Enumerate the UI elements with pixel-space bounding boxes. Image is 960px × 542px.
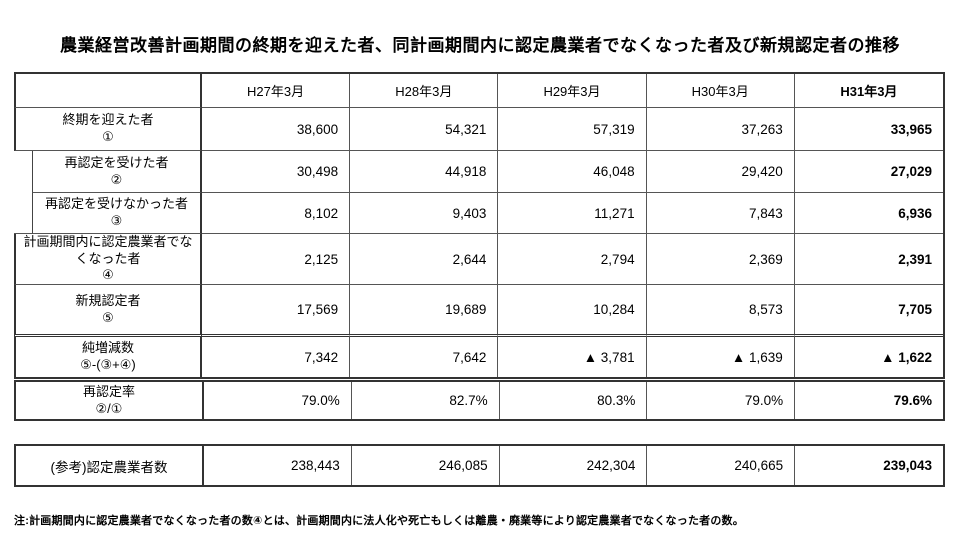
cell-value: 27,029 [794,151,943,193]
row-label-text: 計画期間内に認定農業者でなくなった者 [23,233,193,266]
cell-value: 33,965 [794,108,943,151]
row-label-ceased-within-period: 計画期間内に認定農業者でなくなった者 ④ [14,234,202,285]
row-label-recertification-rate: 再認定率 ②/① [16,382,204,419]
column-header-h29: H29年3月 [498,74,647,108]
cell-value: 17,569 [202,285,351,334]
indent-spacer [14,193,32,234]
row-label-newly-certified: 新規認定者 ⑤ [14,285,202,334]
cell-value: 7,843 [646,193,795,234]
main-table: H27年3月 H28年3月 H29年3月 H30年3月 H31年3月 終期を迎え… [14,72,945,379]
cell-value: 10,284 [498,285,647,334]
cell-value: 9,403 [350,193,499,234]
row-symbol: ②/① [95,400,123,416]
cell-value: 79.6% [893,393,932,408]
page-title: 農業経営改善計画期間の終期を迎えた者、同計画期間内に認定農業者でなくなった者及び… [60,36,900,55]
cell-value: ▲ 1,639 [646,334,795,377]
cell-value: 79.0% [204,382,352,419]
row-label-text: 純増減数 [81,340,134,356]
footnote: 注:計画期間内に認定農業者でなくなった者の数④とは、計画期間内に法人化や死亡もし… [14,515,744,527]
column-header-h28: H28年3月 [350,74,499,108]
recertification-rate-table: 再認定率 ②/① 79.0% 82.7% 80.3% 79.0% 79.6% [14,380,945,421]
row-symbol: ⑤-(③+④) [80,357,136,372]
row-label-recertified: 再認定を受けた者 ② [32,151,202,193]
row-label-text: 終期を迎えた者 [62,112,154,128]
row-label-text: 再認定を受けた者 [64,154,169,170]
cell-value: 246,085 [352,446,500,485]
cell-value: 19,689 [350,285,499,334]
column-header-h27: H27年3月 [202,74,351,108]
cell-value: 6,936 [794,193,943,234]
cell-value: 2,391 [794,234,943,285]
row-symbol: ① [102,129,114,144]
cell-value: 242,304 [500,446,648,485]
cell-value: 37,263 [646,108,795,151]
cell-value: 2,369 [646,234,795,285]
cell-value: 8,102 [202,193,351,234]
row-label-text: 再認定を受けなかった者 [44,196,188,212]
cell-value: ▲ 1,622 [794,334,943,377]
cell-value: 7,705 [898,302,932,317]
cell-value: 2,644 [350,234,499,285]
cell-value: 2,794 [498,234,647,285]
column-header-h30: H30年3月 [646,74,795,108]
row-symbol: ③ [110,213,123,228]
row-label-reference-certified-farmers: (参考)認定農業者数 [16,446,204,485]
column-header-h31: H31年3月 [794,74,943,108]
cell-value: 29,420 [646,151,795,193]
row-label-text: 再認定率 [82,383,135,399]
cell-value: 11,271 [498,193,647,234]
cell-value: 57,319 [498,108,647,151]
row-symbol: ② [110,171,123,187]
cell-value: 79.0% [647,382,796,419]
cell-value: 239,043 [883,458,932,473]
cell-value: 38,600 [202,108,351,151]
row-label-not-recertified: 再認定を受けなかった者 ③ [32,193,202,234]
row-label-net-change: 純増減数 ⑤-(③+④) [14,334,202,377]
cell-value: 46,048 [498,151,647,193]
row-label-ended-term: 終期を迎えた者 ① [14,108,202,151]
cell-value: 2,125 [202,234,351,285]
reference-table: (参考)認定農業者数 238,443 246,085 242,304 240,6… [14,444,945,487]
corner-cell [14,74,202,108]
cell-value: 8,573 [647,285,795,334]
row-symbol: ④ [102,267,114,283]
cell-value: 7,342 [202,334,351,377]
cell-value: ▲ 3,781 [498,334,647,377]
cell-value: 240,665 [647,446,796,485]
row-label-text: 新規認定者 [75,292,141,308]
cell-value: 82.7% [352,382,500,419]
cell-value: 238,443 [204,446,352,485]
cell-value: 7,642 [350,334,499,377]
cell-value: 54,321 [350,108,499,151]
cell-value: 80.3% [500,382,648,419]
cell-value: 44,918 [350,151,499,193]
indent-spacer [14,151,32,193]
cell-value: 30,498 [202,151,351,193]
row-symbol: ⑤ [102,309,114,325]
